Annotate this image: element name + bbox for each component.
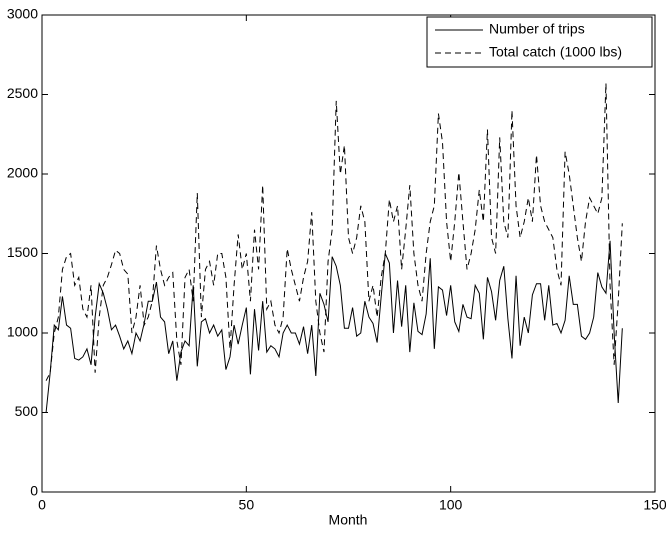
y-tick-label: 500: [15, 403, 39, 419]
y-tick-label: 2500: [7, 85, 38, 101]
y-tick-label: 3000: [7, 6, 38, 22]
plot-frame: [41, 14, 656, 493]
data-line: [45, 240, 623, 413]
legend-box: [426, 16, 653, 68]
legend-label: Total catch (1000 lbs): [489, 44, 622, 60]
x-tick-label: 50: [239, 497, 255, 513]
x-tick-label: 0: [38, 497, 46, 513]
x-tick-label: 100: [439, 497, 463, 513]
y-tick-label: 0: [30, 483, 38, 499]
legend-label: Number of trips: [489, 21, 585, 37]
y-tick-label: 1500: [7, 244, 38, 260]
x-tick-label: 150: [643, 497, 666, 513]
y-tick-label: 2000: [7, 165, 38, 181]
x-axis-label: Month: [329, 512, 368, 528]
y-tick-label: 1000: [7, 324, 38, 340]
data-line: [45, 83, 623, 381]
